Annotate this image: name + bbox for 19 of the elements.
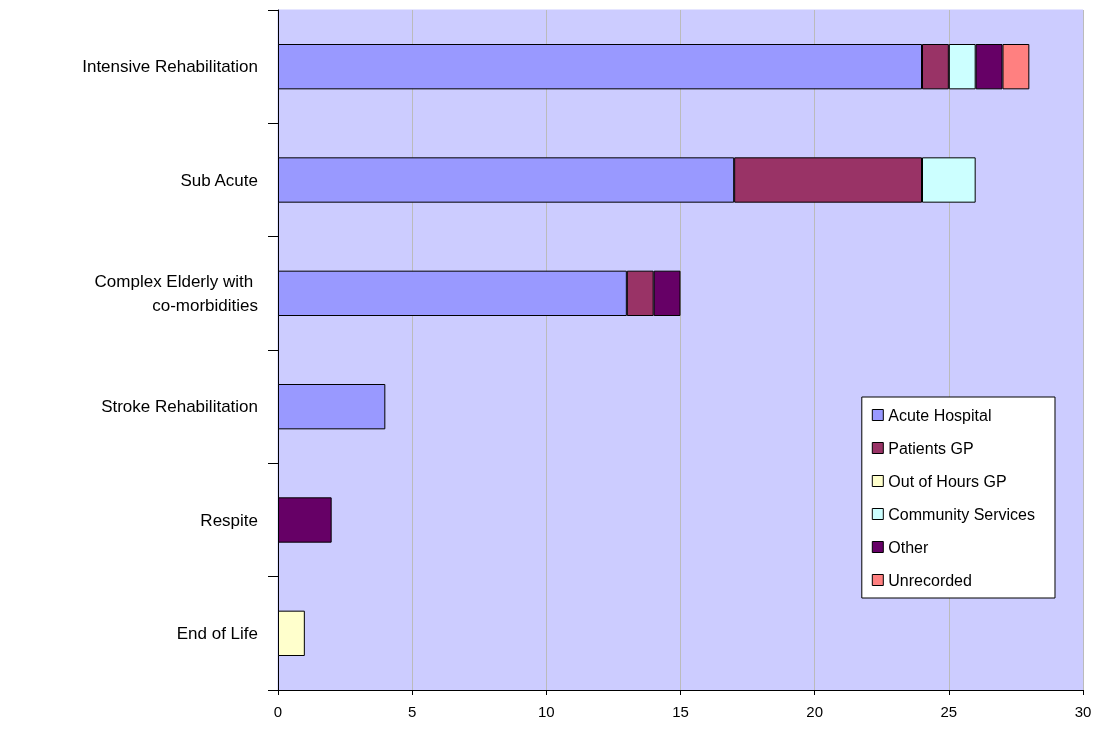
legend-label: Community Services — [888, 505, 1035, 523]
legend-label: Patients GP — [888, 439, 974, 457]
x-tick-label: 0 — [273, 703, 283, 720]
legend-label: Unrecorded — [888, 571, 972, 589]
y-tick-label: Complex Elderly with co-morbidities — [94, 271, 258, 315]
y-tick-label: Sub Acute — [180, 170, 258, 190]
x-tick-label: 15 — [672, 703, 689, 720]
x-tick-label: 10 — [537, 703, 555, 720]
x-tick-label: 30 — [1074, 703, 1092, 720]
legend-label: Other — [888, 538, 929, 556]
x-tick-label: 20 — [806, 703, 824, 720]
y-tick-label: Respite — [200, 510, 258, 530]
legend-label: Acute Hospital — [888, 406, 992, 424]
legend-label: Out of Hours GP — [888, 472, 1007, 490]
x-tick-label: 25 — [940, 703, 958, 720]
y-tick-label: Intensive Rehabilitation — [82, 57, 258, 77]
y-tick-label: Stroke Rehabilitation — [101, 397, 258, 417]
y-tick-label: End of Life — [176, 623, 258, 643]
x-tick-label: 5 — [407, 703, 417, 720]
